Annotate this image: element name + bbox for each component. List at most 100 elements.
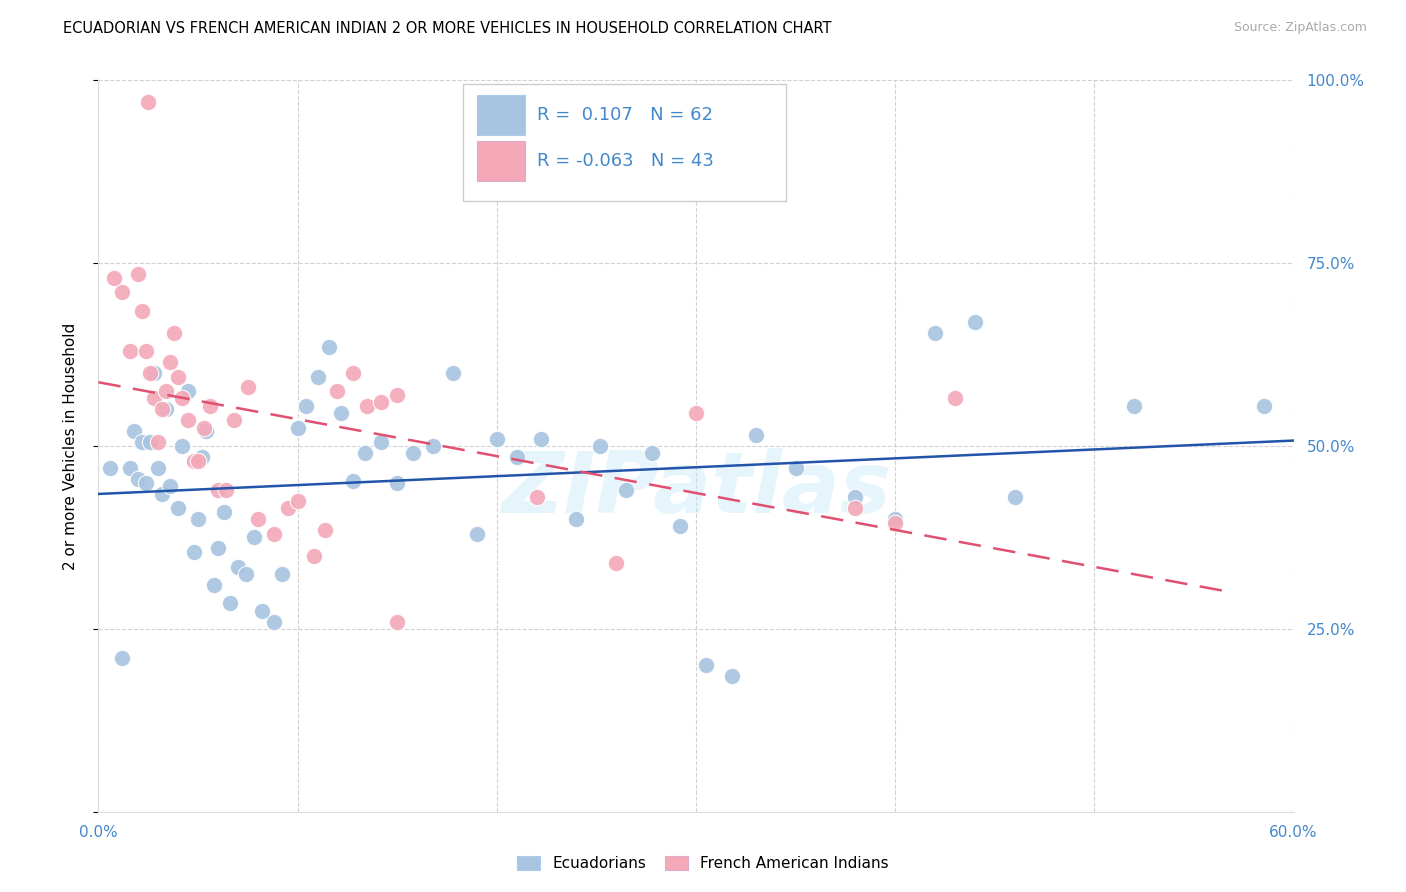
Point bbox=[191, 450, 214, 464]
Point bbox=[342, 366, 364, 380]
Point bbox=[385, 615, 409, 629]
Point bbox=[246, 512, 269, 526]
Point bbox=[354, 446, 377, 460]
FancyBboxPatch shape bbox=[477, 141, 524, 181]
FancyBboxPatch shape bbox=[477, 95, 524, 135]
Point bbox=[124, 425, 146, 439]
Point bbox=[307, 369, 329, 384]
Point bbox=[924, 326, 946, 340]
Point bbox=[120, 343, 142, 358]
Point bbox=[506, 450, 529, 464]
Point bbox=[385, 475, 409, 490]
Point bbox=[844, 490, 866, 504]
Point bbox=[963, 315, 986, 329]
Point bbox=[243, 530, 266, 544]
Point bbox=[465, 526, 488, 541]
Point bbox=[143, 392, 166, 406]
Point bbox=[187, 512, 209, 526]
Point bbox=[326, 384, 349, 399]
Point bbox=[277, 501, 299, 516]
Point bbox=[150, 486, 173, 500]
Point bbox=[148, 435, 170, 450]
Point bbox=[884, 516, 907, 530]
Point bbox=[263, 615, 285, 629]
Text: ECUADORIAN VS FRENCH AMERICAN INDIAN 2 OR MORE VEHICLES IN HOUSEHOLD CORRELATION: ECUADORIAN VS FRENCH AMERICAN INDIAN 2 O… bbox=[63, 21, 832, 36]
Point bbox=[177, 384, 200, 399]
Point bbox=[131, 435, 153, 450]
Text: Source: ZipAtlas.com: Source: ZipAtlas.com bbox=[1233, 21, 1367, 34]
Point bbox=[721, 669, 744, 683]
Point bbox=[111, 651, 134, 665]
Point bbox=[120, 461, 142, 475]
Point bbox=[127, 472, 149, 486]
Point bbox=[226, 559, 249, 574]
Text: R = -0.063   N = 43: R = -0.063 N = 43 bbox=[537, 152, 714, 169]
Point bbox=[270, 567, 292, 582]
Point bbox=[202, 578, 225, 592]
Point bbox=[236, 380, 259, 394]
Point bbox=[219, 596, 242, 610]
Point bbox=[641, 446, 664, 460]
Point bbox=[422, 439, 444, 453]
Point bbox=[745, 428, 768, 442]
Point bbox=[198, 399, 221, 413]
Point bbox=[212, 505, 235, 519]
Text: R =  0.107   N = 62: R = 0.107 N = 62 bbox=[537, 105, 713, 124]
Point bbox=[167, 501, 190, 516]
Point bbox=[530, 432, 553, 446]
Point bbox=[98, 461, 122, 475]
Point bbox=[589, 439, 612, 453]
Point bbox=[685, 406, 707, 420]
Point bbox=[193, 421, 215, 435]
Point bbox=[215, 483, 238, 497]
Point bbox=[695, 658, 717, 673]
Point bbox=[565, 512, 588, 526]
Point bbox=[155, 402, 177, 417]
Point bbox=[844, 501, 866, 516]
Point bbox=[943, 392, 966, 406]
Point bbox=[111, 285, 134, 300]
Point bbox=[172, 439, 194, 453]
Point bbox=[177, 413, 200, 427]
Point bbox=[155, 384, 177, 399]
Point bbox=[315, 523, 337, 537]
Point bbox=[150, 402, 173, 417]
Point bbox=[163, 326, 186, 340]
Text: ZIPatlas: ZIPatlas bbox=[501, 449, 891, 532]
Point bbox=[207, 483, 229, 497]
Point bbox=[370, 435, 392, 450]
Point bbox=[143, 366, 166, 380]
Legend: Ecuadorians, French American Indians: Ecuadorians, French American Indians bbox=[512, 849, 894, 877]
Point bbox=[385, 388, 409, 402]
Point bbox=[263, 526, 285, 541]
Point bbox=[356, 399, 378, 413]
Point bbox=[222, 413, 245, 427]
Point bbox=[605, 556, 627, 570]
Point bbox=[195, 425, 218, 439]
Point bbox=[183, 453, 205, 467]
Point bbox=[330, 406, 353, 420]
Point bbox=[669, 519, 692, 533]
Point bbox=[318, 340, 340, 354]
Point bbox=[342, 474, 364, 488]
Point bbox=[159, 355, 181, 369]
Point bbox=[526, 490, 548, 504]
Point bbox=[207, 541, 229, 556]
Point bbox=[159, 479, 181, 493]
Point bbox=[294, 399, 316, 413]
Point bbox=[235, 567, 257, 582]
Point bbox=[287, 421, 309, 435]
Point bbox=[187, 453, 209, 467]
Point bbox=[614, 483, 637, 497]
Point bbox=[135, 475, 157, 490]
Point bbox=[287, 494, 309, 508]
Point bbox=[136, 95, 159, 110]
Point bbox=[1253, 399, 1275, 413]
FancyBboxPatch shape bbox=[463, 84, 786, 201]
Point bbox=[884, 512, 907, 526]
Point bbox=[250, 603, 273, 617]
Point bbox=[139, 435, 162, 450]
Point bbox=[370, 395, 392, 409]
Y-axis label: 2 or more Vehicles in Household: 2 or more Vehicles in Household bbox=[63, 322, 77, 570]
Point bbox=[127, 267, 149, 281]
